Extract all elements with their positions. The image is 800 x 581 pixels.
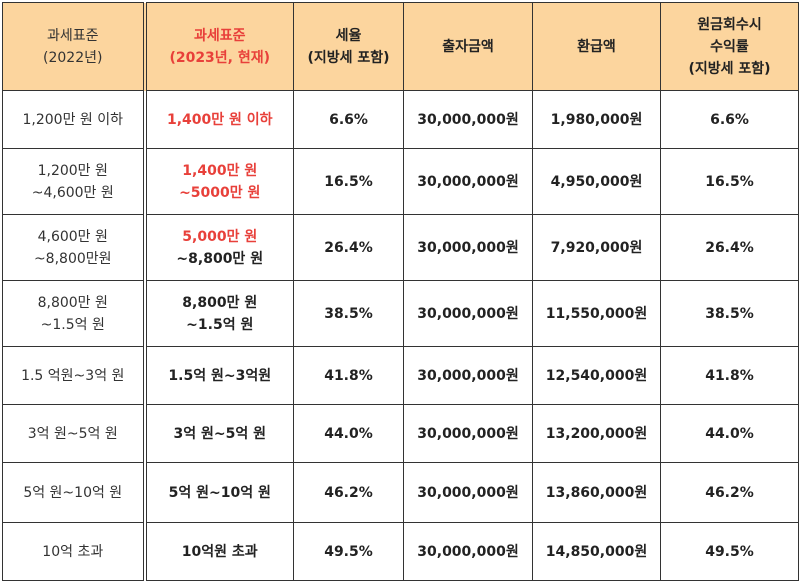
table-header: 과세표준 (2022년) 과세표준 (2023년, 현재) 세율 (지방세 포함… [2,2,799,91]
table-row: 8,800만 원 ~1.5억 원 8,800만 원 ~1.5억 원 38.5% 30,00… [2,280,799,347]
cell-tax-base-2023: 3억 원~5억 원 [144,404,294,463]
cell-tax-base-2023: 1,400만 원 ~5000만 원 [144,148,294,215]
header-refund-amount: 환급액 [532,2,661,91]
table-row: 3억 원~5억 원 3억 원~5억 원 44.0% 30,000,000원 13,200… [2,404,799,463]
cell-tax-base-2023: 1.5억 원~3억원 [144,346,294,405]
header-tax-base-2022: 과세표준 (2022년) [2,2,147,91]
cell-tax-rate: 16.5% [293,148,404,215]
cell-tax-base-2022: 1.5 억원~3억 원 [2,346,147,405]
cell-tax-base-2022: 1,200만 원 ~4,600만 원 [2,148,147,215]
cell-yield: 16.5% [660,148,799,215]
cell-refund-amount: 14,850,000원 [532,522,661,581]
table-row: 5억 원~10억 원 5억 원~10억 원 46.2% 30,000,000원 13,8… [2,462,799,523]
cell-yield: 49.5% [660,522,799,581]
table-row: 4,600만 원 ~8,800만원 5,000만 원 ~8,800만 원 26.4% 30… [2,214,799,281]
cell-refund-amount: 11,550,000원 [532,280,661,347]
cell-refund-amount: 13,200,000원 [532,404,661,463]
cell-investment-amount: 30,000,000원 [403,462,533,523]
cell-yield: 41.8% [660,346,799,405]
table-body: 1,200만 원 이하 1,400만 원 이하 6.6% 30,000,000원 1,9… [2,90,799,581]
cell-tax-rate: 6.6% [293,90,404,149]
cell-tax-base-2023: 10억원 초과 [144,522,294,581]
cell-investment-amount: 30,000,000원 [403,522,533,581]
cell-refund-amount: 4,950,000원 [532,148,661,215]
cell-tax-base-2022: 3억 원~5억 원 [2,404,147,463]
cell-refund-amount: 13,860,000원 [532,462,661,523]
cell-tax-rate: 44.0% [293,404,404,463]
cell-yield: 26.4% [660,214,799,281]
header-tax-base-2023: 과세표준 (2023년, 현재) [144,2,294,91]
header-row: 과세표준 (2022년) 과세표준 (2023년, 현재) 세율 (지방세 포함… [2,2,799,91]
table-row: 1,200만 원 이하 1,400만 원 이하 6.6% 30,000,000원 1,9… [2,90,799,149]
cell-tax-base-2022: 1,200만 원 이하 [2,90,147,149]
cell-tax-base-2022: 8,800만 원 ~1.5억 원 [2,280,147,347]
header-yield: 원금회수시 수익률 (지방세 포함) [660,2,799,91]
table-row: 10억 초과 10억원 초과 49.5% 30,000,000원 14,850,000원… [2,522,799,581]
cell-investment-amount: 30,000,000원 [403,404,533,463]
table-row: 1,200만 원 ~4,600만 원 1,400만 원 ~5000만 원 16.5% 30… [2,148,799,215]
cell-yield: 46.2% [660,462,799,523]
table-row: 1.5 억원~3억 원 1.5억 원~3억원 41.8% 30,000,000원 12,… [2,346,799,405]
cell-investment-amount: 30,000,000원 [403,90,533,149]
cell-tax-rate: 46.2% [293,462,404,523]
cell-yield: 38.5% [660,280,799,347]
cell-tax-base-2023: 5,000만 원 ~8,800만 원 [144,214,294,281]
cell-investment-amount: 30,000,000원 [403,214,533,281]
cell-tax-rate: 49.5% [293,522,404,581]
cell-tax-base-2022: 5억 원~10억 원 [2,462,147,523]
cell-refund-amount: 1,980,000원 [532,90,661,149]
cell-yield: 6.6% [660,90,799,149]
cell-tax-base-2022: 4,600만 원 ~8,800만원 [2,214,147,281]
cell-tax-base-2022: 10억 초과 [2,522,147,581]
header-tax-rate: 세율 (지방세 포함) [293,2,404,91]
header-investment-amount: 출자금액 [403,2,533,91]
cell-investment-amount: 30,000,000원 [403,280,533,347]
cell-tax-rate: 26.4% [293,214,404,281]
cell-investment-amount: 30,000,000원 [403,346,533,405]
cell-tax-base-2023: 8,800만 원 ~1.5억 원 [144,280,294,347]
cell-yield: 44.0% [660,404,799,463]
cell-tax-rate: 41.8% [293,346,404,405]
cell-tax-rate: 38.5% [293,280,404,347]
cell-tax-base-2023: 1,400만 원 이하 [144,90,294,149]
cell-refund-amount: 7,920,000원 [532,214,661,281]
cell-investment-amount: 30,000,000원 [403,148,533,215]
cell-refund-amount: 12,540,000원 [532,346,661,405]
cell-tax-base-2023: 5억 원~10억 원 [144,462,294,523]
